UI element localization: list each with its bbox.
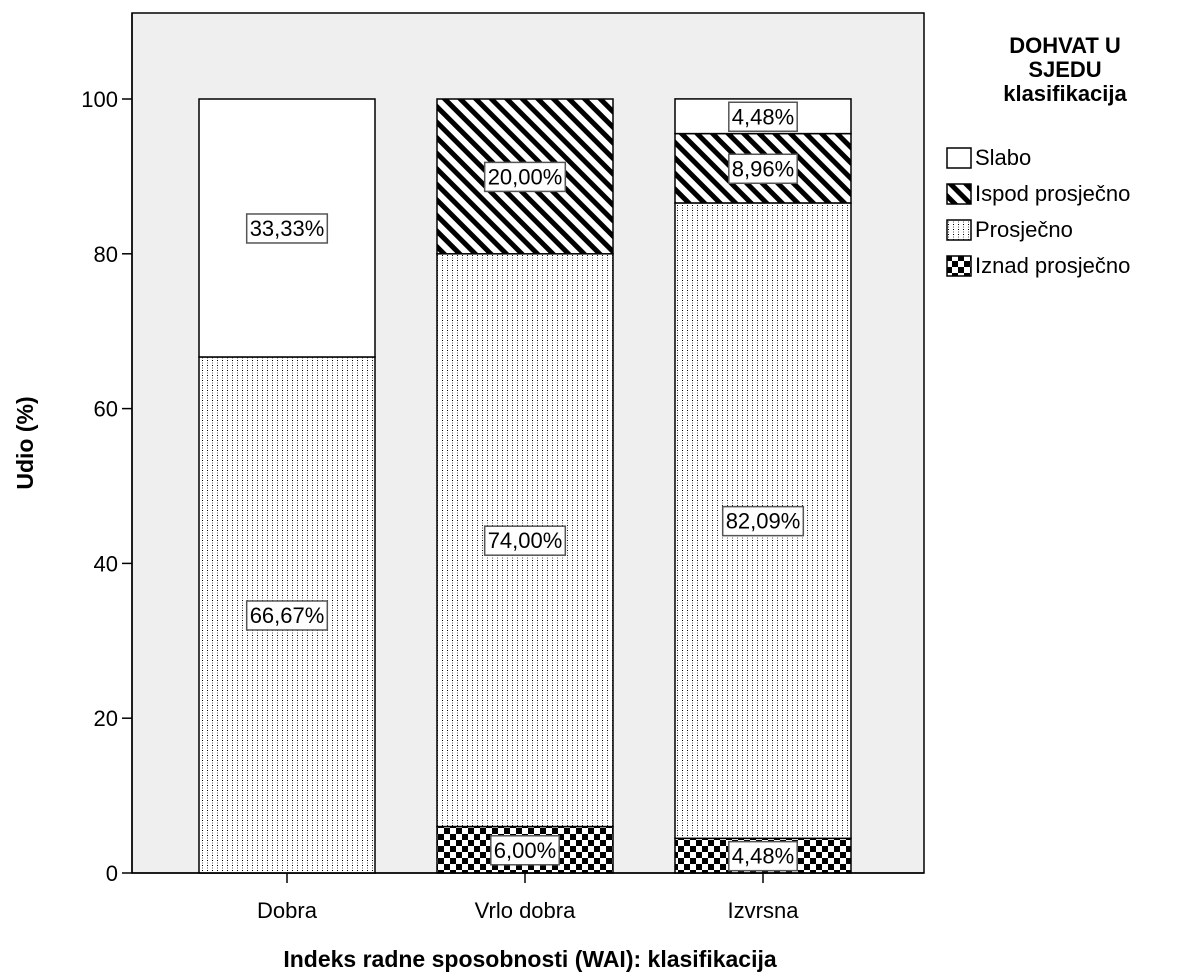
legend-swatch-none	[946, 147, 972, 169]
x-axis-title: Indeks radne sposobnosti (WAI): klasifik…	[283, 946, 777, 972]
legend-title: DOHVAT U SJEDU klasifikacija	[960, 34, 1170, 106]
x-axis: Dobra Vrlo dobra Izvrsna	[132, 872, 924, 923]
legend-item-prosjecno: Prosječno	[946, 212, 1130, 248]
x-tick-label: Dobra	[257, 898, 318, 923]
data-label-izvrsna-ispod-prosjecno: 8,96%	[732, 156, 794, 181]
legend-item-slabo: Slabo	[946, 140, 1130, 176]
data-labels-group: 66,67% 33,33% 6,00% 74,00% 20,00% 4,48% 82,09%…	[245, 101, 805, 872]
data-label-dobra-prosjecno: 66,67%	[250, 603, 325, 628]
y-axis: 0 20 40 60 80 100	[81, 13, 133, 886]
legend-title-line: SJEDU	[1028, 57, 1102, 82]
data-label-box	[483, 161, 567, 193]
y-tick-label: 40	[94, 551, 118, 576]
data-label-box	[721, 505, 805, 537]
y-tick-label: 100	[81, 87, 118, 112]
data-label-vrlo-dobra-ispod-prosjecno: 20,00%	[488, 164, 563, 189]
data-label-izvrsna-iznad-prosjecno: 4,48%	[732, 844, 794, 869]
legend-label: Prosječno	[975, 217, 1073, 242]
data-label-vrlo-dobra-prosjecno: 74,00%	[488, 528, 563, 553]
legend-label: Iznad prosječno	[975, 253, 1131, 278]
legend-swatch-dots	[946, 219, 972, 241]
legend-title-line: DOHVAT U	[1009, 33, 1121, 58]
y-tick-label: 80	[94, 242, 118, 267]
y-tick-label: 60	[94, 397, 118, 422]
x-tick-label: Izvrsna	[728, 898, 800, 923]
data-label-box	[245, 600, 329, 631]
data-label-izvrsna-slabo: 4,48%	[732, 104, 794, 129]
legend-label: Ispod prosječno	[975, 181, 1131, 206]
legend-swatch-checker	[946, 255, 972, 277]
data-label-izvrsna-prosjecno: 82,09%	[726, 509, 801, 534]
data-label-box	[728, 101, 798, 133]
y-tick-label: 0	[106, 861, 118, 886]
y-axis-title: Udio (%)	[12, 396, 38, 489]
legend-item-iznad-prosjecno: Iznad prosječno	[946, 248, 1130, 284]
legend-title-line: klasifikacija	[1003, 81, 1127, 106]
data-label-box	[483, 525, 567, 556]
data-label-box	[728, 153, 798, 185]
x-tick-label: Vrlo dobra	[475, 898, 576, 923]
legend-item-ispod-prosjecno: Ispod prosječno	[946, 176, 1130, 212]
data-label-box	[728, 840, 798, 872]
y-tick-label: 20	[94, 706, 118, 731]
legend: Slabo Ispod prosječno Prosječno Iznad pr…	[946, 140, 1130, 284]
legend-label: Slabo	[975, 145, 1032, 170]
data-label-vrlo-dobra-iznad-prosjecno: 6,00%	[494, 838, 556, 863]
legend-swatch-diagonal	[946, 183, 972, 205]
data-label-dobra-slabo: 33,33%	[250, 216, 325, 241]
data-label-box	[245, 213, 329, 244]
data-label-box	[490, 835, 560, 866]
